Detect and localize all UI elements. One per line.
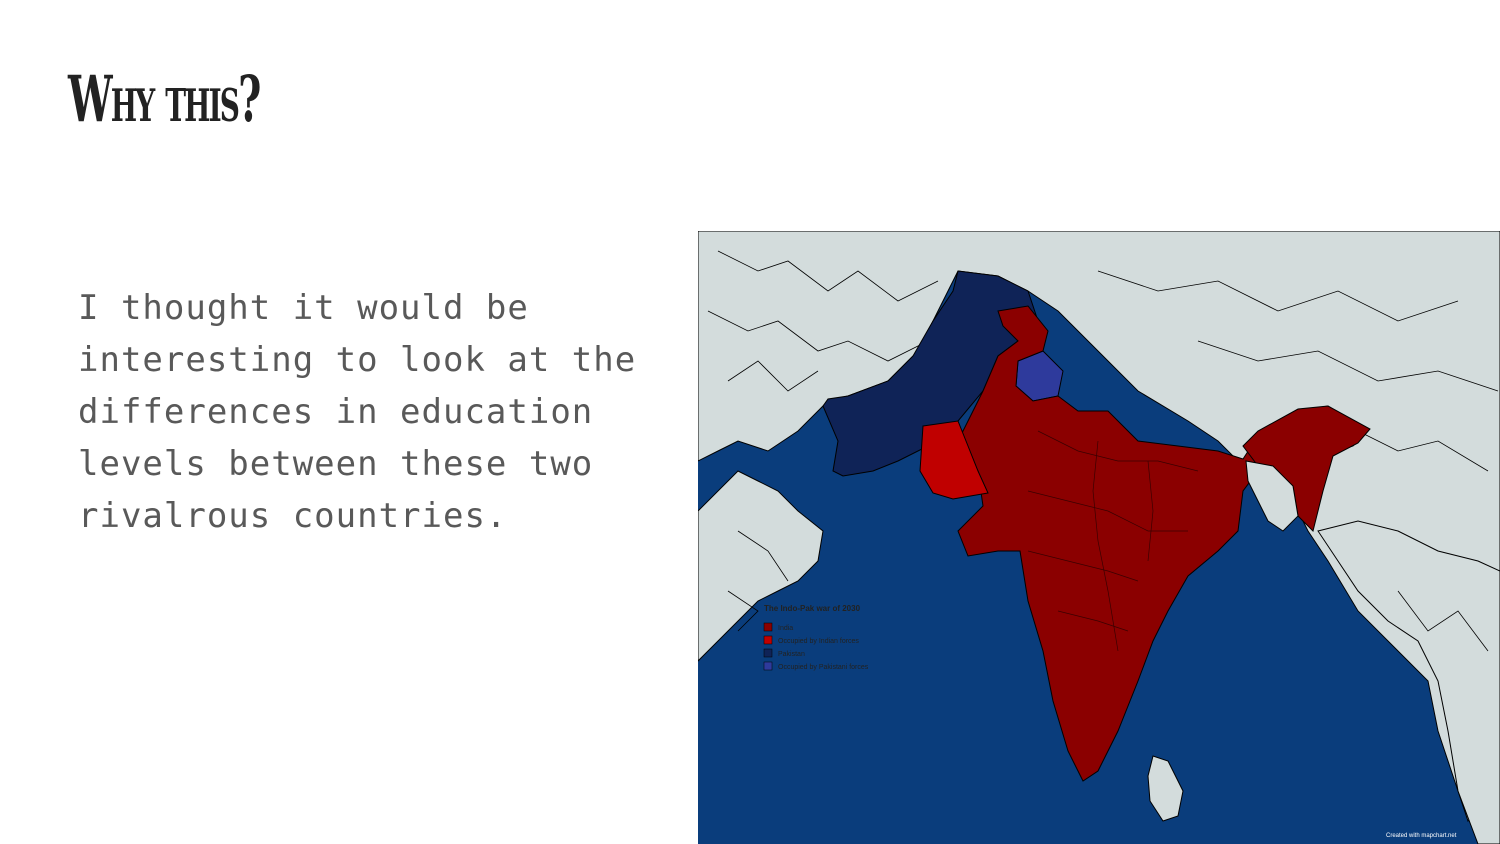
map-borders	[707, 250, 1499, 652]
legend-label-india: India	[778, 625, 793, 632]
land-arabia	[698, 470, 824, 662]
india-state-borders	[1027, 430, 1199, 652]
land-southeast-asia	[1317, 520, 1500, 844]
land-sri-lanka	[1147, 755, 1184, 822]
land-north	[698, 231, 1500, 823]
region-occupied-by-india	[919, 420, 989, 500]
slide-title: Why this?	[68, 62, 261, 137]
map-svg: The Indo-Pak war of 2030 India Occupied …	[698, 231, 1500, 844]
land-bangladesh	[1245, 460, 1299, 532]
legend-swatch-occupied-by-india	[763, 635, 773, 645]
map-image: The Indo-Pak war of 2030 India Occupied …	[698, 231, 1500, 844]
legend-swatch-pakistan	[763, 648, 773, 658]
legend-swatch-india	[763, 622, 773, 632]
legend-label-occupied-by-india: Occupied by Indian forces	[778, 638, 859, 645]
map-legend: The Indo-Pak war of 2030 India Occupied …	[763, 604, 869, 671]
slide-body-text: I thought it would be interesting to loo…	[78, 288, 637, 536]
region-india	[957, 305, 1369, 782]
legend-label-pakistan: Pakistan	[778, 651, 805, 658]
legend-swatch-occupied-by-pakistan	[763, 661, 773, 671]
map-credit: Created with mapchart.net	[1386, 833, 1457, 839]
legend-label-occupied-by-pakistan: Occupied by Pakistani forces	[778, 664, 869, 671]
legend-title: The Indo-Pak war of 2030	[764, 604, 861, 613]
